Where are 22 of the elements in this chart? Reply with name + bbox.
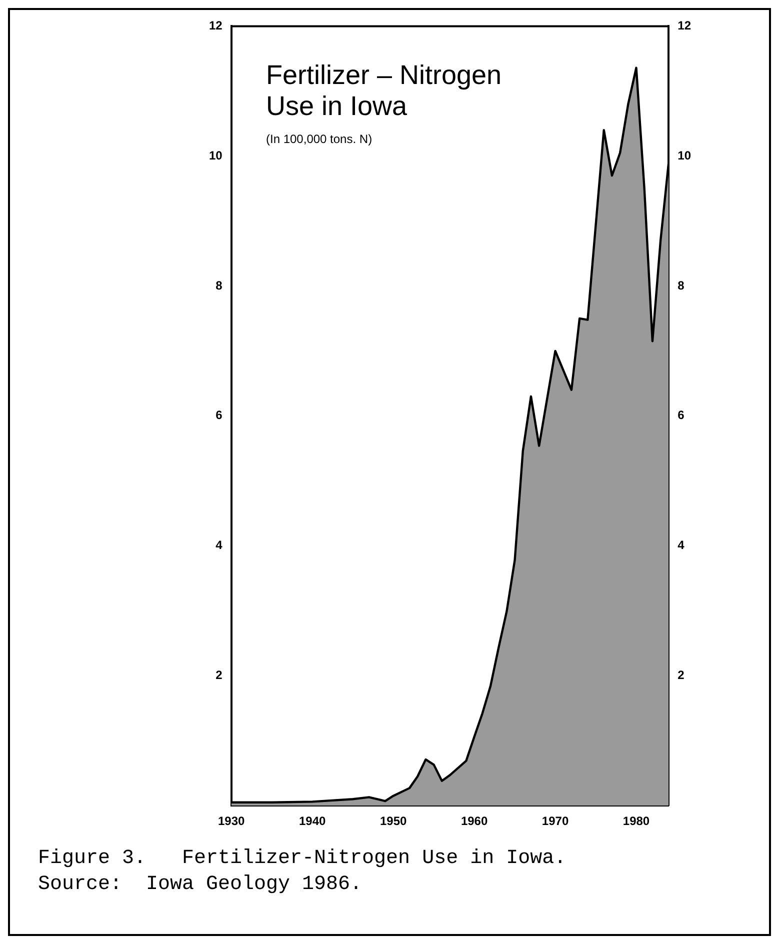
x-tick-label: 1970 bbox=[542, 814, 569, 828]
text: (In 100,000 tons. N) bbox=[266, 132, 374, 146]
y-tick-label: 2 bbox=[216, 668, 223, 682]
y-tick-label: 4 bbox=[216, 538, 223, 552]
x-tick-label: 1950 bbox=[380, 814, 407, 828]
y2-tick-label: 6 bbox=[678, 408, 685, 422]
text: Fertilizer – Nitrogen Use in Iowa bbox=[266, 60, 503, 122]
y2-tick-label: 10 bbox=[678, 148, 692, 162]
y2-tick-label: 8 bbox=[678, 278, 685, 292]
y-tick-label: 8 bbox=[216, 278, 223, 292]
y-tick-label: 10 bbox=[208, 148, 223, 162]
x-tick-label: 1940 bbox=[298, 814, 326, 828]
y2-tick-label: 2 bbox=[678, 668, 685, 682]
source-note: Source: Iowa Geology 1986. bbox=[38, 872, 364, 898]
x-tick-label: 1930 bbox=[218, 814, 246, 828]
x-tick-label: 1960 bbox=[460, 814, 488, 828]
y2-tick-label: 12 bbox=[678, 18, 692, 33]
caption: Figure 3. Fertilizer-Nitrogen Use in Iowa. bbox=[38, 846, 566, 872]
y2-tick-label: 4 bbox=[678, 538, 685, 552]
y-tick-label: 6 bbox=[216, 408, 223, 422]
x-tick-label: 1980 bbox=[622, 814, 650, 828]
y-tick-label: 12 bbox=[208, 18, 223, 33]
